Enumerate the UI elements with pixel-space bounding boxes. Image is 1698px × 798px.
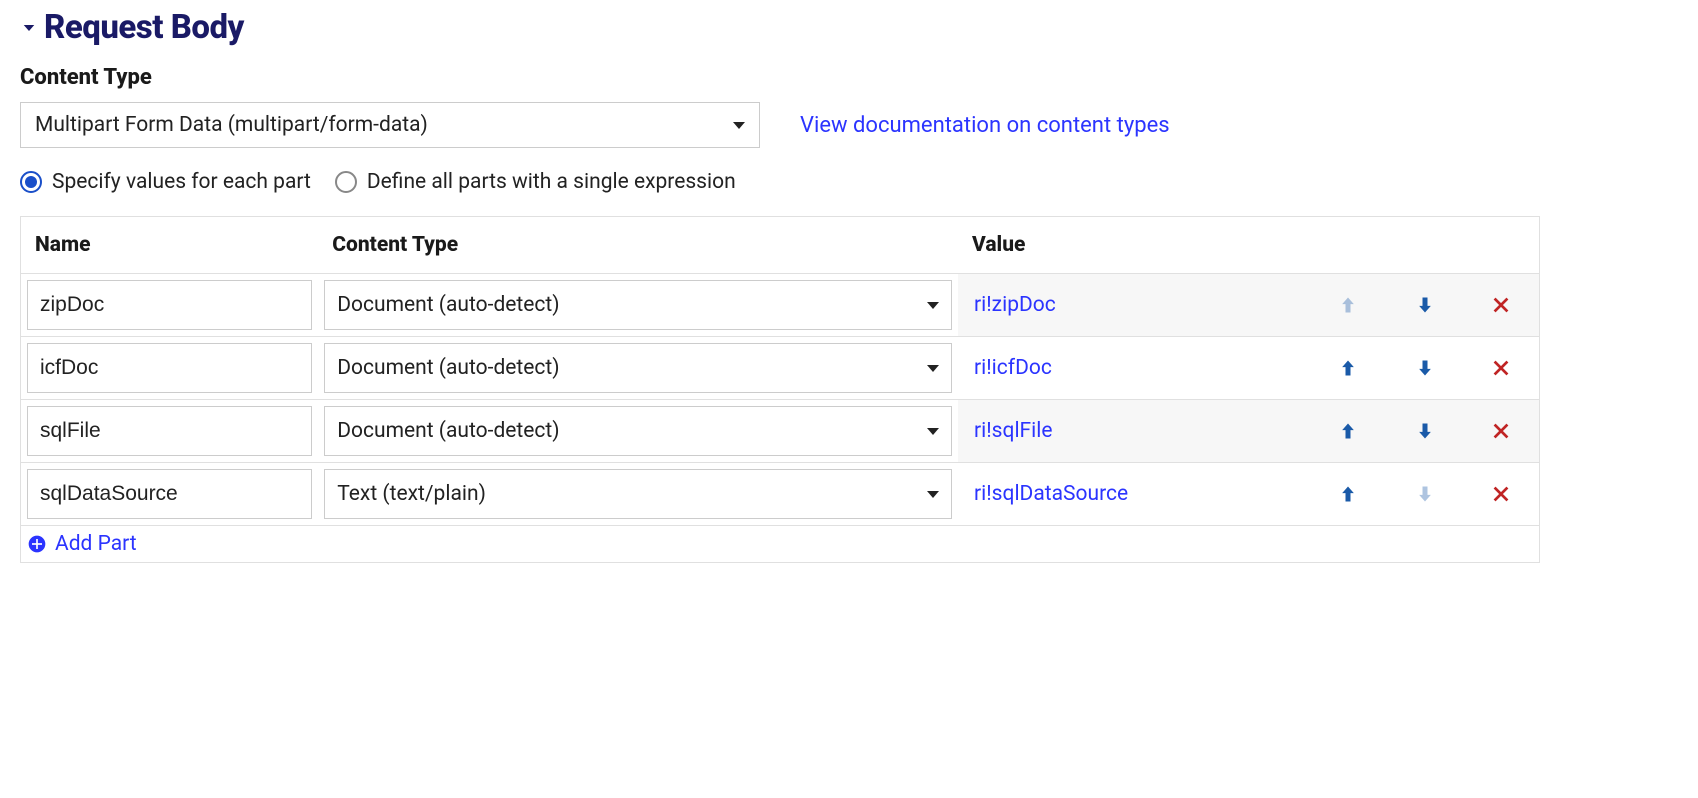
arrow-up-icon: [1338, 358, 1358, 378]
radio-single-expression[interactable]: Define all parts with a single expressio…: [335, 170, 736, 194]
table-row: Document (auto-detect) ri!icfDoc: [21, 337, 1540, 400]
part-content-type-value: Text (text/plain): [337, 482, 486, 506]
part-content-type-select[interactable]: Document (auto-detect): [324, 343, 952, 393]
part-name-input[interactable]: [27, 280, 312, 330]
content-type-doc-link[interactable]: View documentation on content types: [800, 113, 1170, 138]
radio-icon: [335, 171, 357, 193]
content-type-label: Content Type: [20, 65, 1678, 90]
move-down-button[interactable]: [1405, 348, 1445, 388]
parts-table: Name Content Type Value Document (auto-d…: [20, 216, 1540, 563]
move-down-button: [1405, 474, 1445, 514]
arrow-up-icon: [1338, 295, 1358, 315]
x-icon: [1490, 357, 1512, 379]
move-up-button[interactable]: [1328, 474, 1368, 514]
caret-down-icon: [733, 122, 745, 129]
table-row: Document (auto-detect) ri!sqlFile: [21, 400, 1540, 463]
part-content-type-select[interactable]: Document (auto-detect): [324, 280, 952, 330]
content-type-value: Multipart Form Data (multipart/form-data…: [35, 113, 428, 137]
move-down-button[interactable]: [1405, 411, 1445, 451]
table-row: Document (auto-detect) ri!zipDoc: [21, 274, 1540, 337]
section-header[interactable]: Request Body: [20, 8, 1678, 47]
arrow-down-icon: [1415, 358, 1435, 378]
col-header-down: [1387, 217, 1463, 274]
part-name-input[interactable]: [27, 343, 312, 393]
part-value-link[interactable]: ri!zipDoc: [964, 293, 1056, 317]
move-down-button[interactable]: [1405, 285, 1445, 325]
caret-down-icon: [927, 428, 939, 435]
move-up-button: [1328, 285, 1368, 325]
col-header-delete: [1463, 217, 1540, 274]
chevron-down-icon: [20, 19, 38, 37]
part-name-input[interactable]: [27, 469, 312, 519]
arrow-down-icon: [1415, 421, 1435, 441]
table-row: Text (text/plain) ri!sqlDataSource: [21, 463, 1540, 526]
caret-down-icon: [927, 491, 939, 498]
radio-group: Specify values for each part Define all …: [20, 170, 1678, 194]
move-up-button[interactable]: [1328, 348, 1368, 388]
delete-button[interactable]: [1481, 474, 1521, 514]
part-content-type-select[interactable]: Document (auto-detect): [324, 406, 952, 456]
arrow-down-icon: [1415, 295, 1435, 315]
section-title: Request Body: [44, 8, 244, 47]
part-content-type-select[interactable]: Text (text/plain): [324, 469, 952, 519]
x-icon: [1490, 294, 1512, 316]
arrow-up-icon: [1338, 421, 1358, 441]
caret-down-icon: [927, 365, 939, 372]
add-part-button[interactable]: Add Part: [27, 532, 1533, 556]
part-name-input[interactable]: [27, 406, 312, 456]
x-icon: [1490, 420, 1512, 442]
part-content-type-value: Document (auto-detect): [337, 356, 559, 380]
part-content-type-value: Document (auto-detect): [337, 293, 559, 317]
part-value-link[interactable]: ri!sqlFile: [964, 419, 1052, 443]
col-header-value: Value: [958, 217, 1310, 274]
col-header-up: [1310, 217, 1386, 274]
arrow-up-icon: [1338, 484, 1358, 504]
col-header-content-type: Content Type: [318, 217, 958, 274]
plus-circle-icon: [27, 534, 47, 554]
x-icon: [1490, 483, 1512, 505]
radio-label: Specify values for each part: [52, 170, 311, 194]
caret-down-icon: [927, 302, 939, 309]
col-header-name: Name: [21, 217, 319, 274]
part-content-type-value: Document (auto-detect): [337, 419, 559, 443]
radio-icon: [20, 171, 42, 193]
radio-specify-values[interactable]: Specify values for each part: [20, 170, 311, 194]
move-up-button[interactable]: [1328, 411, 1368, 451]
part-value-link[interactable]: ri!sqlDataSource: [964, 482, 1128, 506]
arrow-down-icon: [1415, 484, 1435, 504]
radio-label: Define all parts with a single expressio…: [367, 170, 736, 194]
delete-button[interactable]: [1481, 285, 1521, 325]
delete-button[interactable]: [1481, 411, 1521, 451]
part-value-link[interactable]: ri!icfDoc: [964, 356, 1052, 380]
content-type-select[interactable]: Multipart Form Data (multipart/form-data…: [20, 102, 760, 148]
add-part-label: Add Part: [55, 532, 137, 556]
delete-button[interactable]: [1481, 348, 1521, 388]
